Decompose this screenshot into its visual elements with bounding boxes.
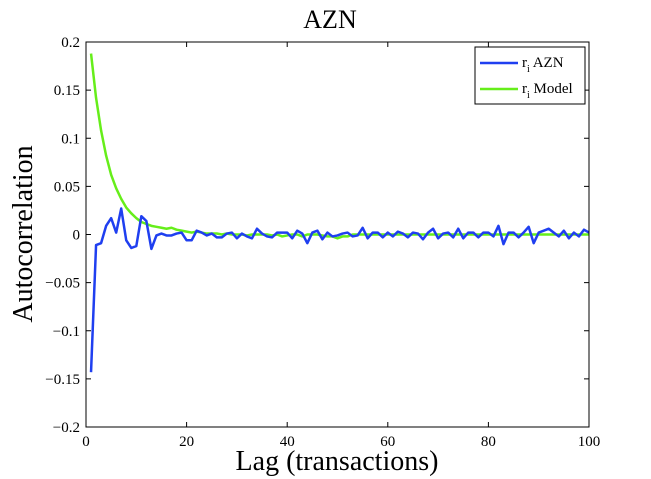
y-tick-label: 0.1 <box>61 131 80 147</box>
x-tick-label: 60 <box>380 434 395 450</box>
y-tick-label: 0.05 <box>54 179 80 195</box>
series-line-azn <box>89 207 590 373</box>
y-tick-label: 0 <box>73 228 81 244</box>
x-tick-label: 40 <box>280 434 295 450</box>
y-tick-label: 0.2 <box>61 35 80 51</box>
y-tick-label: −0.05 <box>45 276 80 292</box>
x-axis-label: Lag (transactions) <box>236 446 439 477</box>
series-lines <box>89 53 590 373</box>
plot-frame <box>85 41 590 428</box>
x-tick-label: 20 <box>179 434 194 450</box>
legend-box <box>474 46 586 105</box>
y-tick-label: −0.2 <box>53 420 80 436</box>
x-tick-label: 80 <box>481 434 496 450</box>
chart-title: AZN <box>303 5 357 34</box>
legend-label-model: ri Model <box>522 81 573 101</box>
x-tick-label: 0 <box>82 434 90 450</box>
series-line-model <box>89 53 589 240</box>
axis-ticks: 0 20 40 60 80 100 −0.2 −0.15 −0.1 −0.05 0 0.05 0.1 0.… <box>45 35 600 450</box>
y-tick-label: −0.15 <box>45 372 80 388</box>
legend: ri AZN ri Model <box>474 46 586 105</box>
x-tick-label: 100 <box>578 434 601 450</box>
y-axis-label: Autocorrelation <box>8 145 39 322</box>
y-tick-label: 0.15 <box>54 83 80 99</box>
y-tick-label: −0.1 <box>53 324 80 340</box>
legend-label-azn: ri AZN <box>522 55 564 75</box>
